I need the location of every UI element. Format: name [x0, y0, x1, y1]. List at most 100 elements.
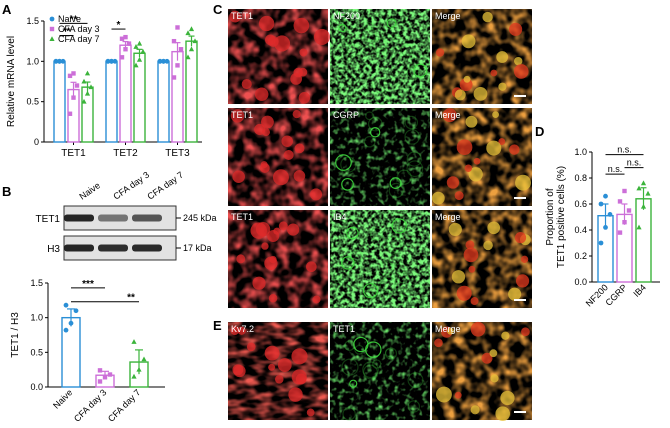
micrograph-cell	[489, 349, 498, 358]
chart-d-point	[622, 188, 627, 194]
chart-a-point	[178, 47, 184, 52]
chart-a-point	[112, 58, 118, 64]
micrograph-signal	[330, 108, 430, 206]
micrograph-cell	[288, 387, 303, 402]
micrograph-cell	[342, 407, 356, 421]
scale-bar	[514, 299, 526, 301]
chart-d-y-tick-label: 0.0	[574, 277, 587, 287]
micrograph-cell	[293, 17, 310, 34]
chart-d-y-tick-label: 0.6	[574, 199, 587, 209]
blot-lane-label: Naive	[77, 180, 102, 201]
micrograph-cell	[264, 345, 280, 361]
chart-a-sig-label: **	[63, 27, 71, 38]
chart-a-point	[157, 58, 163, 64]
micrograph-cell	[349, 379, 358, 388]
micrograph-cell	[293, 67, 303, 78]
micrograph-cell	[490, 374, 499, 383]
micrograph-cell	[341, 358, 359, 376]
blot-row-label: H3	[47, 244, 60, 255]
chart-b-point	[107, 372, 113, 377]
micrograph-cell	[252, 276, 266, 290]
chart-a-point	[57, 58, 62, 64]
micrograph-cell	[404, 115, 419, 130]
chart-a-legend-label: Naive	[58, 14, 81, 24]
micrograph-channel-label: TET1	[333, 324, 355, 334]
micrograph-channel-label: TET1	[231, 212, 253, 222]
micrograph-cell	[482, 11, 493, 23]
micrograph-cell	[262, 128, 271, 137]
micrograph-cell	[229, 10, 242, 23]
micrograph-cell	[299, 48, 308, 57]
micrograph-cell	[456, 285, 472, 301]
micrograph-channel-label: Kv7.2	[231, 324, 254, 334]
panel-label-b: B	[2, 184, 11, 199]
micrograph-cell	[310, 188, 323, 201]
micrograph-signal	[330, 322, 430, 420]
blot-band	[132, 214, 162, 222]
micrograph-signal	[228, 9, 328, 104]
chart-a-point	[175, 25, 180, 30]
chart-d-point	[603, 225, 608, 230]
micrograph-cell	[341, 177, 354, 191]
micrograph-cell	[246, 342, 256, 352]
micrograph-cell	[230, 326, 240, 336]
chart-b-point	[131, 373, 137, 379]
micrograph-cell	[396, 169, 412, 185]
chart-d-proportion: 0.0 0.2 0.4 0.6 0.8 1.0 Proportion of TET1 posi…	[545, 145, 660, 309]
micrograph-cell	[501, 331, 510, 340]
micrograph-cell	[490, 69, 498, 77]
micrograph-cell	[283, 149, 294, 160]
micrograph-cell	[313, 28, 331, 45]
micrograph-cell	[378, 260, 394, 276]
panel-label-d: D	[535, 124, 544, 139]
blot-row-label: TET1	[36, 214, 61, 225]
micrograph-cell	[281, 135, 293, 147]
micrograph-cell	[404, 129, 420, 145]
micrograph-cell	[379, 276, 397, 294]
micrograph-cell	[401, 288, 411, 298]
chart-b-y-tick-label: 1.0	[30, 313, 43, 323]
micrograph-cell	[259, 163, 270, 173]
micrograph-cell	[362, 283, 379, 299]
micrograph-cell	[277, 358, 292, 372]
micrograph-cell	[335, 154, 352, 171]
chart-a-point	[88, 84, 94, 90]
micrograph-cell	[500, 390, 515, 406]
micrograph-channel-label: TET1	[231, 110, 253, 120]
chart-a-y-tick-label: 1.0	[26, 56, 39, 66]
scale-bar	[514, 411, 526, 413]
chart-d-point	[645, 190, 651, 196]
chart-b-x-tick-label: Naive	[51, 387, 74, 410]
micrograph-signal	[432, 108, 532, 206]
chart-a-point	[133, 62, 139, 68]
micrograph-cell	[465, 240, 475, 250]
micrograph-cell	[513, 64, 529, 79]
micrograph-cell	[261, 115, 274, 129]
chart-a-legend-marker	[49, 36, 55, 41]
chart-b-point	[97, 379, 103, 384]
micrograph-cell	[305, 261, 317, 273]
micrograph-cell	[363, 364, 378, 380]
chart-d-point	[603, 193, 608, 199]
micrograph-cell	[470, 405, 480, 415]
micrograph-cell	[264, 256, 278, 270]
chart-a-point	[140, 48, 146, 54]
micrograph-cell	[291, 348, 308, 365]
chart-a-point	[126, 41, 132, 46]
micrograph-cell	[294, 143, 305, 154]
chart-d-point	[636, 224, 642, 230]
chart-d-point	[626, 208, 632, 213]
micrograph-cell	[365, 111, 374, 121]
micrograph-cell	[287, 223, 300, 236]
micrograph-cell	[298, 92, 311, 104]
chart-b-y-tick-label: 0.0	[30, 382, 43, 392]
blot-band	[98, 214, 128, 222]
micrograph-cell	[486, 140, 502, 156]
chart-d-y-label: Proportion of	[545, 188, 556, 245]
chart-a-point	[119, 55, 125, 60]
micrograph-cell	[385, 236, 403, 253]
chart-b-x-tick-label: CFA day 7	[106, 387, 142, 423]
chart-b-point	[97, 368, 103, 373]
micrograph-cell	[406, 160, 424, 178]
